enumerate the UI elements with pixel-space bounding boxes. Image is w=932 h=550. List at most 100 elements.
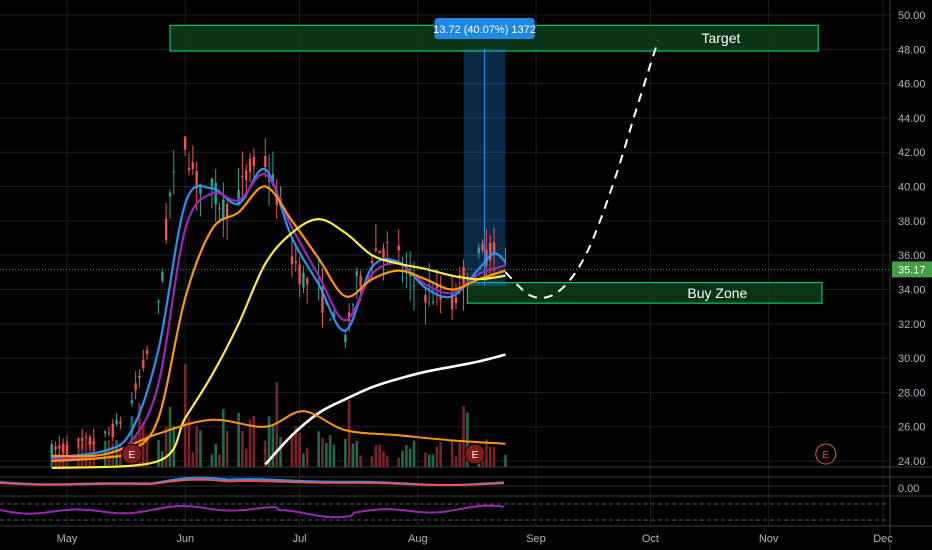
volume-bar — [385, 456, 389, 467]
target-zone-label: Target — [701, 30, 740, 46]
volume-bar — [302, 453, 305, 467]
moving-average-line — [264, 353, 506, 466]
time-axis-tick-label: Aug — [408, 533, 428, 545]
candle-body — [397, 245, 400, 251]
candle-body — [328, 319, 332, 321]
macd-signal-line — [0, 478, 505, 487]
candle-body — [374, 248, 378, 251]
candle-body — [351, 304, 355, 306]
volume-bar — [405, 445, 408, 467]
volume-bar — [214, 443, 218, 467]
candle-body — [103, 431, 107, 434]
volume-bar — [332, 444, 336, 467]
candle-body — [485, 249, 488, 267]
candle-body — [77, 439, 80, 441]
zone-box — [466, 282, 823, 304]
volume-bar — [298, 432, 301, 467]
volume-bar — [210, 454, 214, 467]
candle-body — [145, 350, 149, 354]
volume-bar — [271, 425, 275, 467]
price-axis-tick-label: 50.00 — [898, 10, 926, 22]
candle-body — [492, 242, 496, 254]
candle-body — [138, 376, 141, 378]
time-axis-tick-label: Nov — [759, 533, 779, 545]
candle-body — [382, 248, 385, 258]
volume-bar — [485, 439, 488, 467]
volume-bar — [504, 454, 507, 467]
candlestick-series — [50, 136, 507, 463]
candle-body — [84, 436, 88, 438]
candle-body — [172, 171, 175, 173]
candle-body — [142, 359, 145, 369]
candle-body — [241, 176, 244, 178]
volume-bar — [324, 443, 328, 467]
price-axis-tick-label: 34.00 — [898, 284, 926, 296]
candle-body — [298, 264, 301, 285]
moving-average-line — [51, 173, 506, 461]
time-axis-tick-label: Jun — [176, 533, 194, 545]
candle-body — [115, 420, 118, 425]
price-axis-tick-label: 24.00 — [898, 456, 926, 468]
volume-bar — [382, 451, 385, 467]
candle-body — [134, 383, 137, 391]
candle-body — [370, 260, 374, 264]
volume-bar — [222, 409, 225, 467]
volume-bar — [466, 412, 469, 467]
volume-bar — [111, 443, 115, 467]
volume-bar — [347, 399, 351, 467]
volume-bar — [351, 443, 355, 467]
candle-body — [237, 189, 240, 206]
time-axis-tick-label: Sep — [526, 533, 546, 545]
earnings-marker-label: E — [472, 450, 479, 461]
candle-body — [168, 192, 172, 197]
time-axis-tick-label: Dec — [873, 533, 893, 545]
earnings-marker — [464, 443, 486, 465]
measure-badge — [434, 18, 535, 39]
price-axis-tick-label: 36.00 — [898, 250, 926, 262]
volume-bar — [267, 416, 271, 467]
volume-bar — [431, 454, 435, 467]
candle-body — [191, 162, 195, 170]
volume-bar — [77, 439, 80, 467]
volume-bar — [370, 456, 374, 467]
candle-body — [184, 136, 187, 150]
candle-body — [88, 436, 92, 445]
volume-bar — [168, 406, 172, 467]
candle-body — [359, 275, 362, 287]
volume-bar — [195, 426, 198, 467]
candle-body — [199, 183, 202, 195]
volume-bar — [294, 426, 298, 467]
volume-bar — [241, 430, 244, 467]
measure-label: 13.72 (40.07%) 1372 — [433, 24, 536, 36]
price-axis[interactable]: 50.00 48.00 46.00 44.00 42.00 40.00 38.00 36.00… — [892, 10, 932, 495]
candle-body — [58, 445, 61, 449]
earnings-marker — [815, 443, 837, 465]
candle-body — [504, 262, 507, 264]
candle-body — [294, 261, 297, 263]
volume-bar — [435, 446, 439, 467]
volume-bar — [279, 436, 282, 467]
volume-bar — [115, 440, 118, 467]
price-axis-tick-label: 32.00 — [898, 319, 926, 331]
volume-bar — [237, 412, 240, 467]
candle-body — [81, 437, 84, 442]
time-axis[interactable]: May Jun Jul Aug Sep Oct Nov Dec — [57, 533, 894, 545]
candle-body — [218, 207, 221, 210]
volume-bar — [328, 435, 332, 467]
macd-axis-tick-label: 0.00 — [898, 483, 919, 495]
candle-body — [321, 287, 324, 313]
candle-body — [267, 178, 271, 182]
candle-body — [290, 256, 294, 265]
volume-bar — [138, 402, 141, 467]
candle-body — [245, 170, 248, 181]
price-axis-tick-label: 46.00 — [898, 79, 926, 91]
volume-bar — [492, 447, 496, 467]
volume-bar — [275, 381, 279, 467]
volume-bar — [157, 439, 160, 467]
candle-body — [61, 443, 65, 453]
candle-body — [130, 400, 134, 404]
candle-body — [477, 247, 481, 254]
price-axis-tick-label: 44.00 — [898, 113, 926, 125]
